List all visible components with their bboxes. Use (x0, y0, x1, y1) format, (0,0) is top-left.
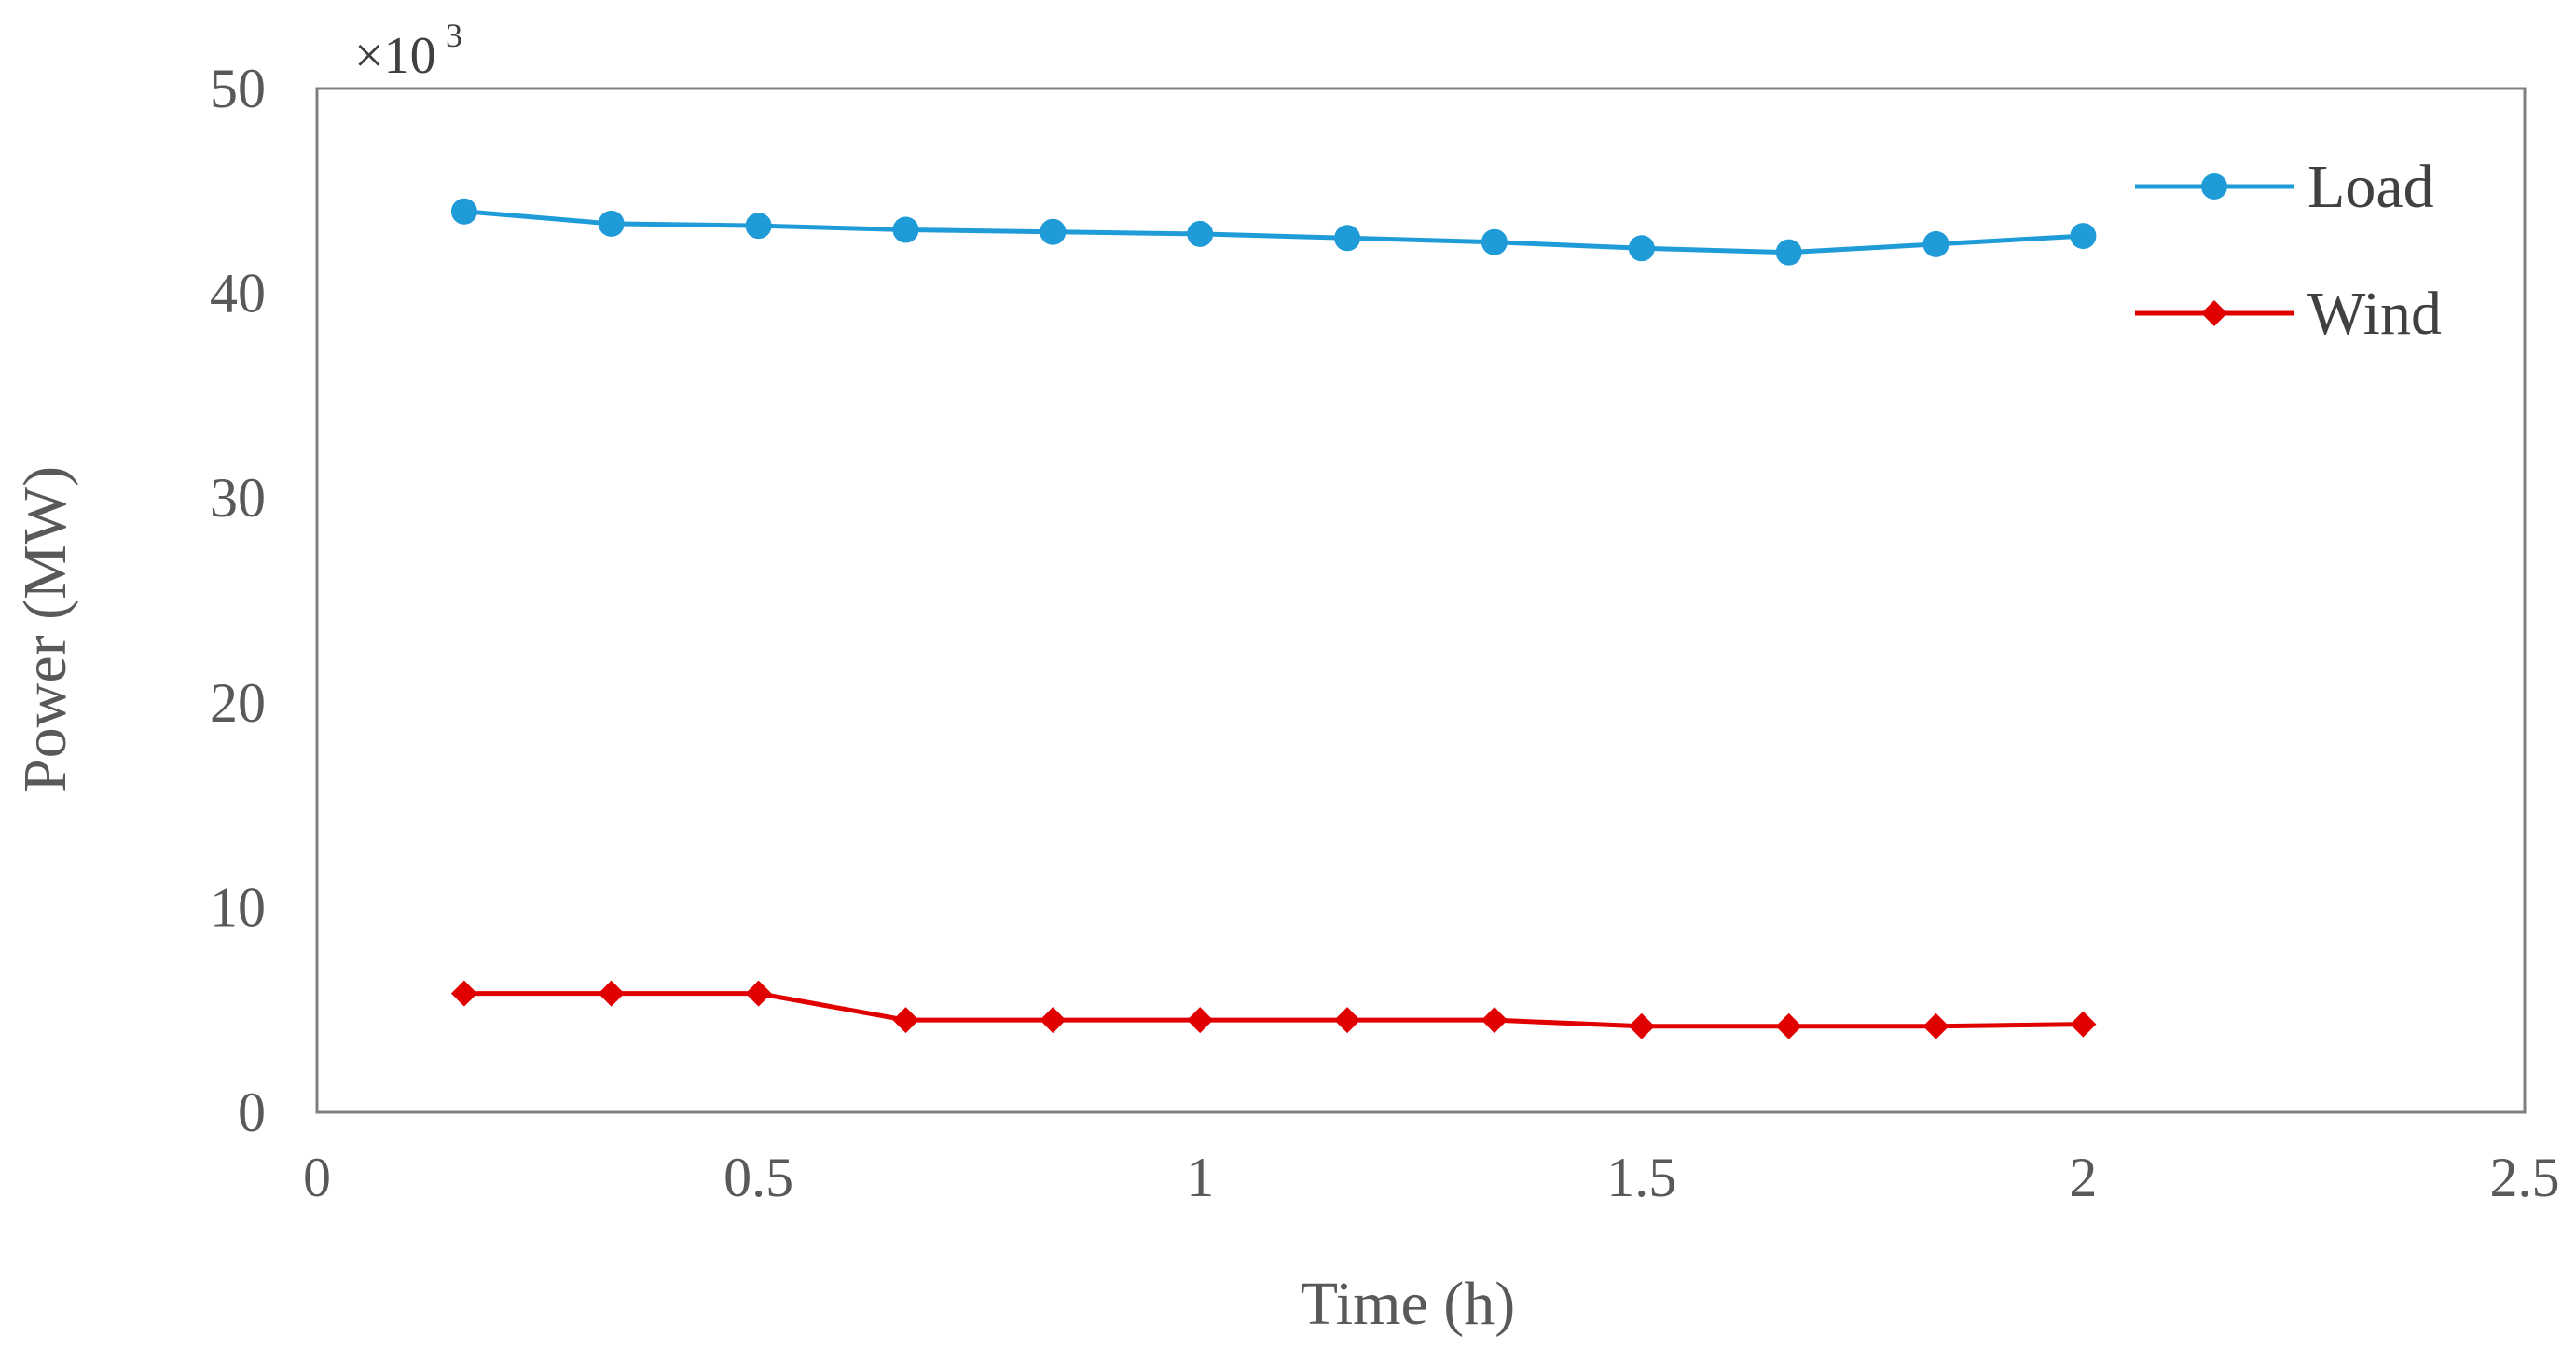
series-layer (450, 198, 2097, 1039)
legend-item-wind: Wind (2135, 280, 2442, 348)
y-tick-label: 50 (210, 58, 266, 119)
x-tick-label: 2.5 (2490, 1147, 2560, 1208)
legend-item-load: Load (2135, 153, 2434, 221)
x-axis-title: Time (h) (1301, 1270, 1515, 1338)
x-tick-label: 1 (1186, 1147, 1214, 1208)
data-point (892, 216, 919, 243)
data-point (1040, 1007, 1067, 1034)
data-point (1334, 225, 1361, 252)
data-point (598, 980, 625, 1007)
data-point (450, 980, 477, 1007)
y-tick-label: 30 (210, 467, 266, 529)
data-point (1922, 1012, 1949, 1039)
y-tick-label: 10 (210, 876, 266, 938)
data-point (1334, 1007, 1361, 1034)
x-tick-label: 0 (303, 1147, 331, 1208)
data-point (1187, 220, 1214, 247)
y-axis-title: Power (MW) (11, 466, 79, 792)
series-wind (450, 980, 2097, 1039)
data-point (1628, 235, 1655, 262)
x-tick-label: 1.5 (1606, 1147, 1676, 1208)
data-point (598, 210, 625, 237)
data-point (1187, 1007, 1214, 1034)
y-multiplier: ×10 (354, 27, 436, 85)
series-line-wind (463, 991, 2084, 1029)
y-tick-label: 40 (210, 263, 266, 324)
data-point (1481, 1007, 1508, 1034)
data-point (1775, 1012, 1802, 1039)
legend-label: Load (2307, 153, 2434, 221)
data-point (1040, 218, 1067, 245)
y-tick-labels: 0 10 20 30 40 50 (210, 58, 266, 1143)
data-point (1481, 228, 1508, 255)
data-point (1628, 1012, 1655, 1039)
data-point (2070, 1011, 2097, 1038)
legend-marker (2201, 173, 2227, 200)
data-point (1775, 239, 1802, 266)
data-point (1922, 230, 1949, 257)
plot-frame (315, 87, 2527, 1114)
series-load (450, 198, 2097, 266)
y-tick-label: 0 (238, 1081, 266, 1143)
legend-label: Wind (2307, 280, 2442, 348)
y-tick-label: 20 (210, 672, 266, 734)
y-multiplier-exponent: 3 (446, 17, 462, 54)
data-point (745, 213, 772, 240)
data-point (892, 1007, 919, 1034)
legend-marker (2201, 300, 2227, 326)
data-point (2070, 223, 2097, 250)
x-tick-label: 0.5 (723, 1147, 793, 1208)
x-tick-labels: 0 0.5 1 1.5 2 2.5 (303, 1147, 2560, 1208)
data-point (450, 198, 477, 225)
series-line-load (463, 209, 2084, 255)
x-tick-label: 2 (2069, 1147, 2097, 1208)
legend: Load Wind (2135, 153, 2442, 348)
data-point (745, 980, 772, 1007)
